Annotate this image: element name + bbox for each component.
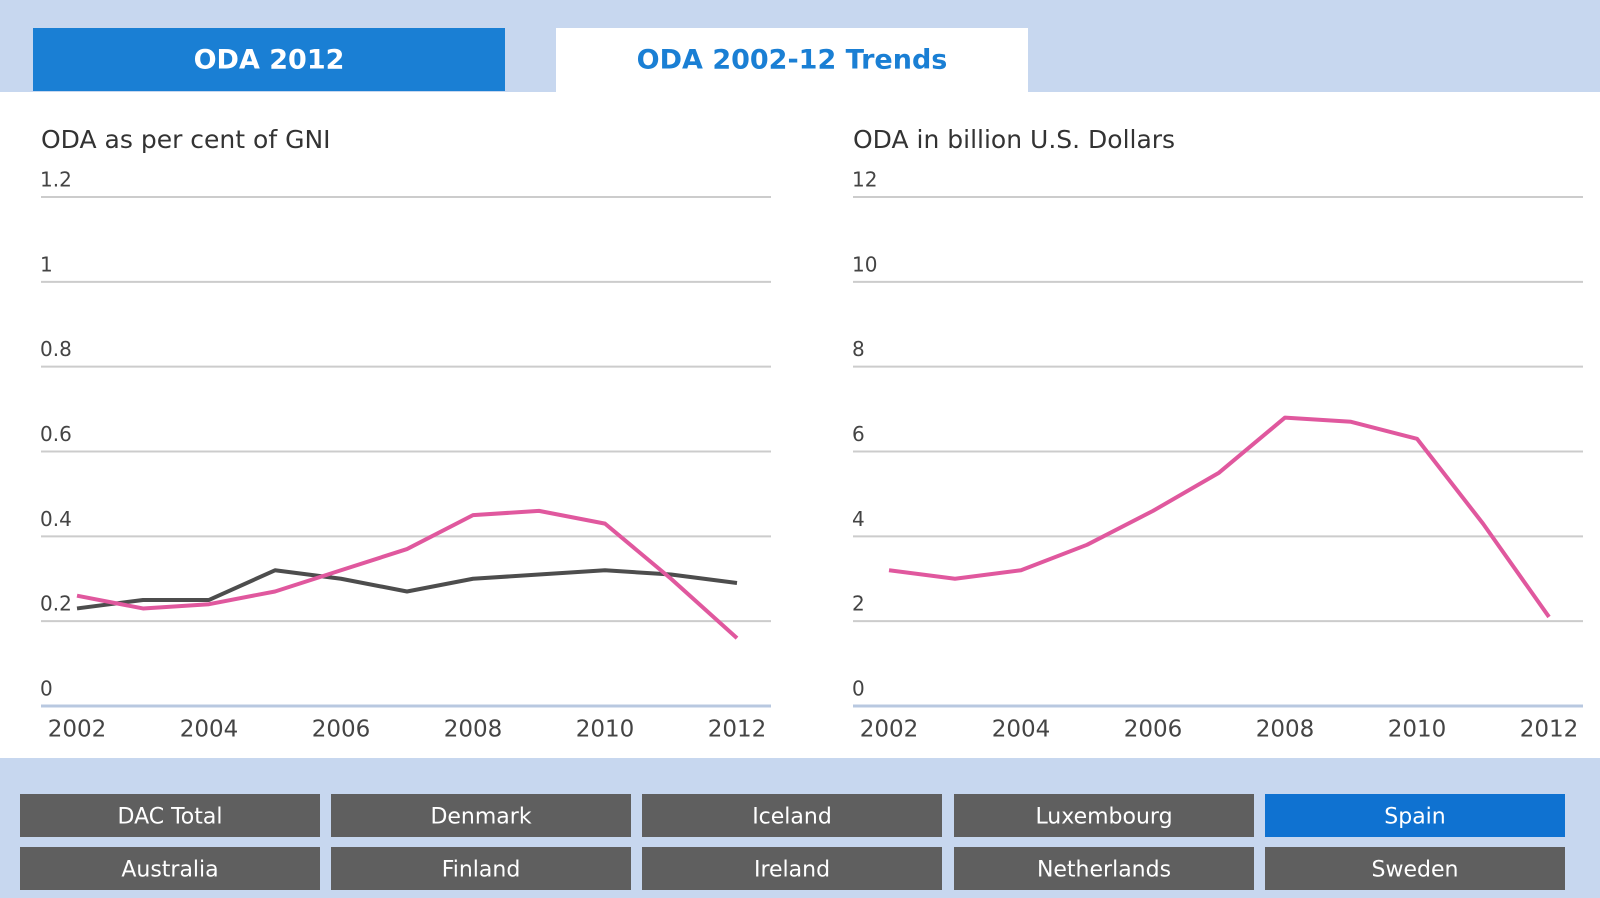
country-button-label[interactable]: Denmark xyxy=(430,805,531,830)
chart-title: ODA in billion U.S. Dollars xyxy=(853,125,1175,154)
country-button-label[interactable]: Iceland xyxy=(752,805,832,830)
y-tick-label: 2 xyxy=(852,592,865,616)
y-tick-label: 0.6 xyxy=(40,422,72,446)
y-tick-label: 6 xyxy=(852,422,865,446)
y-tick-label: 0.2 xyxy=(40,592,72,616)
tab-label[interactable]: ODA 2012 xyxy=(194,45,345,76)
y-tick-label: 0.8 xyxy=(40,337,72,361)
x-tick-label: 2008 xyxy=(1256,717,1315,743)
country-button-label[interactable]: Netherlands xyxy=(1037,858,1171,883)
country-button-label[interactable]: Luxembourg xyxy=(1035,805,1172,830)
country-button-label[interactable]: Australia xyxy=(121,858,218,883)
country-button[interactable] xyxy=(954,847,1254,890)
y-tick-label: 0 xyxy=(852,677,865,701)
x-tick-label: 2002 xyxy=(860,717,919,743)
y-tick-label: 4 xyxy=(852,507,865,531)
country-button-label[interactable]: Spain xyxy=(1384,805,1445,830)
x-tick-label: 2004 xyxy=(180,717,239,743)
x-tick-label: 2010 xyxy=(1388,717,1447,743)
country-button[interactable] xyxy=(331,794,631,837)
x-tick-label: 2002 xyxy=(48,717,107,743)
country-button[interactable] xyxy=(1265,794,1565,837)
country-button-label[interactable]: Finland xyxy=(442,858,521,883)
y-tick-label: 8 xyxy=(852,337,865,361)
x-tick-label: 2004 xyxy=(992,717,1051,743)
x-tick-label: 2006 xyxy=(312,717,371,743)
tab[interactable] xyxy=(33,28,505,91)
country-button[interactable] xyxy=(954,794,1254,837)
chart-panel xyxy=(0,92,1600,758)
y-tick-label: 12 xyxy=(852,168,877,192)
country-button[interactable] xyxy=(642,794,942,837)
country-button[interactable] xyxy=(642,847,942,890)
x-tick-label: 2010 xyxy=(576,717,635,743)
data-line xyxy=(76,568,738,611)
country-button[interactable] xyxy=(20,847,320,890)
y-tick-label: 10 xyxy=(852,252,877,276)
x-tick-label: 2012 xyxy=(1520,717,1579,743)
tab[interactable] xyxy=(556,28,1028,92)
country-button-label[interactable]: Ireland xyxy=(754,858,830,883)
country-button-label[interactable]: DAC Total xyxy=(118,805,223,830)
y-tick-label: 0 xyxy=(40,677,53,701)
x-tick-label: 2008 xyxy=(444,717,503,743)
y-tick-label: 0.4 xyxy=(40,507,72,531)
data-line xyxy=(76,508,739,640)
y-tick-label: 1.2 xyxy=(40,168,72,192)
data-line xyxy=(888,415,1551,619)
country-button[interactable] xyxy=(331,847,631,890)
country-button[interactable] xyxy=(1265,847,1565,890)
x-tick-label: 2012 xyxy=(708,717,767,743)
country-button[interactable] xyxy=(20,794,320,837)
chart-title: ODA as per cent of GNI xyxy=(41,125,331,154)
y-tick-label: 1 xyxy=(40,252,53,276)
country-button-label[interactable]: Sweden xyxy=(1372,858,1459,883)
tab-label[interactable]: ODA 2002-12 Trends xyxy=(637,45,948,76)
x-tick-label: 2006 xyxy=(1124,717,1183,743)
